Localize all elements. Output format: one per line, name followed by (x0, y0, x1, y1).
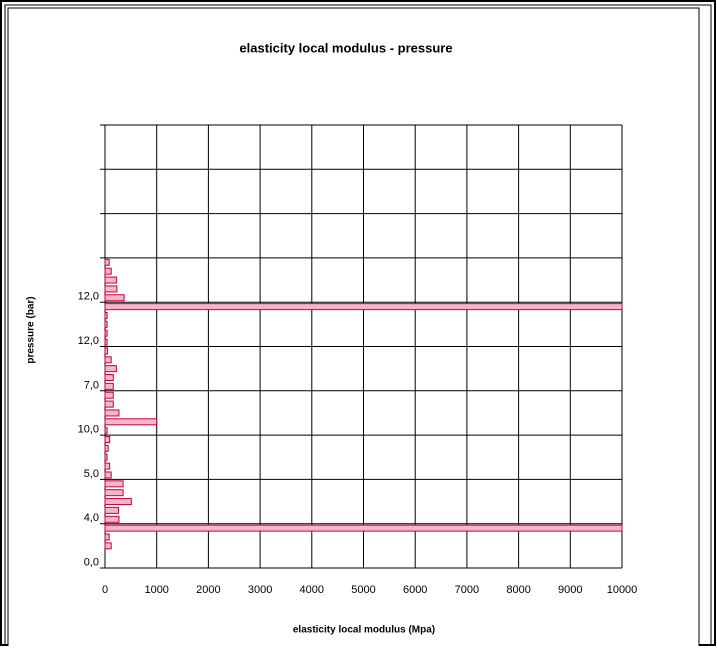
y-tick-label: 10,0 (78, 424, 99, 436)
bar (104, 444, 109, 452)
x-tick-label: 9000 (558, 584, 582, 596)
bar (104, 356, 112, 364)
bar (104, 267, 112, 275)
y-tick-label: 12,0 (78, 335, 99, 347)
bar (104, 427, 108, 435)
x-tick-label: 1000 (144, 584, 168, 596)
bar (104, 524, 623, 532)
bar (104, 515, 120, 523)
bar (104, 400, 114, 408)
bar (104, 329, 108, 337)
bar (104, 382, 114, 390)
x-tick-label: 6000 (403, 584, 427, 596)
bar (104, 498, 132, 506)
bar (104, 347, 109, 355)
x-tick-label: 4000 (300, 584, 324, 596)
bar (104, 533, 110, 541)
chart-area (7, 7, 700, 649)
bar (104, 374, 114, 382)
x-tick-label: 5000 (351, 584, 375, 596)
bar (104, 480, 124, 488)
bar (104, 506, 119, 514)
bar (104, 462, 111, 470)
y-tick-label: 12,0 (78, 291, 99, 303)
bar (104, 436, 111, 444)
bar (104, 418, 158, 426)
bar (104, 453, 108, 461)
bar (104, 471, 112, 479)
bar (104, 303, 623, 311)
x-tick-label: 0 (102, 584, 108, 596)
bar (104, 409, 120, 417)
x-tick-label: 10000 (607, 584, 638, 596)
bar (104, 320, 108, 328)
bar (104, 285, 118, 293)
bar (104, 311, 108, 319)
y-axis-title: pressure (bar) (26, 296, 37, 363)
x-tick-label: 8000 (506, 584, 530, 596)
x-axis-title: elasticity local modulus (Mpa) (293, 625, 435, 636)
x-tick-label: 3000 (248, 584, 272, 596)
x-tick-label: 2000 (196, 584, 220, 596)
bar (104, 276, 117, 284)
bar (104, 365, 117, 373)
x-tick-label: 7000 (455, 584, 479, 596)
y-tick-label: 4,0 (84, 512, 99, 524)
bar (104, 294, 125, 302)
bar (104, 489, 124, 497)
y-tick-label: 0,0 (84, 556, 99, 568)
bar (104, 542, 112, 550)
bar (104, 258, 110, 266)
bar (104, 338, 108, 346)
chart-title: elasticity local modulus - pressure (239, 40, 452, 55)
y-tick-label: 5,0 (84, 468, 99, 480)
y-tick-label: 7,0 (84, 379, 99, 391)
bar (104, 391, 114, 399)
